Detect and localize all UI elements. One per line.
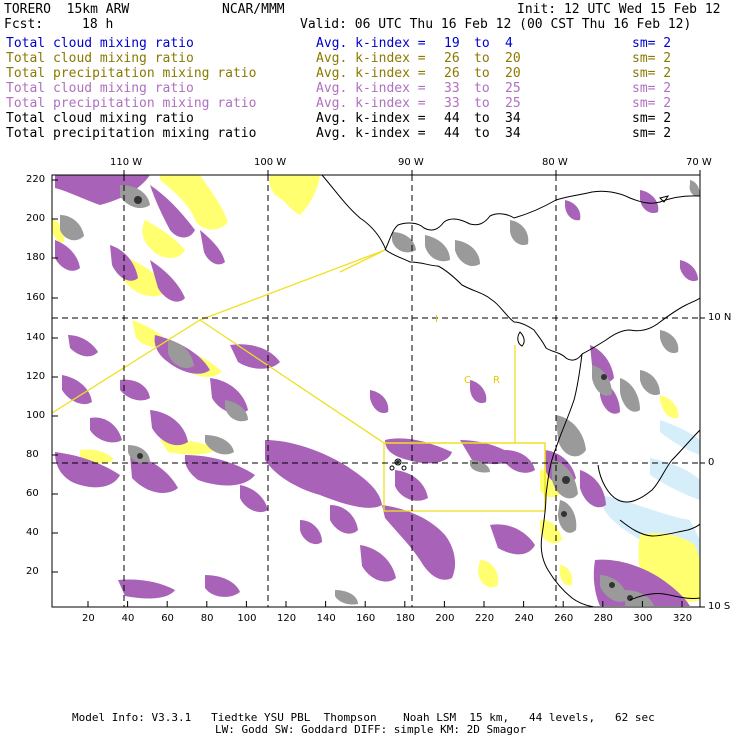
bottom-grid-label: 240 bbox=[514, 613, 534, 624]
legend-field: Total cloud mixing ratio bbox=[6, 81, 194, 96]
axis-tick-marks bbox=[52, 170, 705, 608]
legend-index-label: Avg. k-index = bbox=[316, 66, 426, 81]
left-grid-label: 160 bbox=[26, 292, 46, 303]
legend-from: 26 bbox=[444, 66, 460, 81]
legend-to: 25 bbox=[505, 96, 521, 111]
bottom-grid-label: 220 bbox=[475, 613, 495, 624]
legend-to: 20 bbox=[505, 51, 521, 66]
top-lon-label: 70 W bbox=[686, 157, 712, 168]
bottom-grid-label: 100 bbox=[237, 613, 257, 624]
legend-to-word: to bbox=[474, 81, 490, 96]
map-label-r: R bbox=[493, 375, 500, 386]
legend-smoothing: sm= 2 bbox=[632, 126, 672, 141]
valid-time: Valid: 06 UTC Thu 16 Feb 12 (00 CST Thu … bbox=[300, 17, 692, 32]
center-name: NCAR/MMM bbox=[222, 2, 285, 17]
legend-smoothing: sm= 2 bbox=[632, 81, 672, 96]
bottom-grid-label: 80 bbox=[200, 613, 214, 624]
legend-smoothing: sm= 2 bbox=[632, 66, 672, 81]
right-lat-label: 10 N bbox=[708, 312, 732, 323]
top-lon-label: 110 W bbox=[110, 157, 143, 168]
legend-to-word: to bbox=[474, 66, 490, 81]
left-grid-label: 20 bbox=[26, 566, 39, 577]
legend-smoothing: sm= 2 bbox=[632, 51, 672, 66]
model-title: TORERO 15km ARW bbox=[4, 2, 130, 17]
legend-to: 25 bbox=[505, 81, 521, 96]
bottom-grid-label: 20 bbox=[82, 613, 95, 624]
bottom-grid-label: 320 bbox=[673, 613, 693, 624]
left-grid-label: 180 bbox=[26, 252, 46, 263]
bottom-grid-label: 280 bbox=[593, 613, 613, 624]
left-grid-label: 140 bbox=[26, 332, 46, 343]
legend-smoothing: sm= 2 bbox=[632, 96, 672, 111]
legend-index-label: Avg. k-index = bbox=[316, 51, 426, 66]
legend-index-label: Avg. k-index = bbox=[316, 36, 426, 51]
left-grid-label: 80 bbox=[26, 449, 39, 460]
bottom-grid-label: 180 bbox=[395, 613, 415, 624]
right-lat-label: 0 bbox=[708, 457, 715, 468]
legend-to-word: to bbox=[474, 111, 490, 126]
left-grid-label: 120 bbox=[26, 371, 46, 382]
bottom-grid-label: 140 bbox=[316, 613, 336, 624]
bottom-grid-label: 120 bbox=[277, 613, 297, 624]
map-label-c: C bbox=[464, 375, 471, 386]
top-lon-label: 80 W bbox=[542, 157, 568, 168]
graticule bbox=[52, 175, 700, 607]
legend-to-word: to bbox=[474, 51, 490, 66]
model-info: Model Info: V3.3.1 Tiedtke YSU PBL Thomp… bbox=[72, 711, 655, 724]
map-frame bbox=[51, 174, 701, 608]
legend-index-label: Avg. k-index = bbox=[316, 111, 426, 126]
legend-to-word: to bbox=[474, 126, 490, 141]
legend-field: Total precipitation mixing ratio bbox=[6, 66, 257, 81]
bottom-grid-label: 200 bbox=[435, 613, 455, 624]
map-label-i: I bbox=[435, 314, 438, 325]
legend-to-word: to bbox=[474, 36, 490, 51]
legend-field: Total precipitation mixing ratio bbox=[6, 96, 257, 111]
legend-field: Total cloud mixing ratio bbox=[6, 36, 194, 51]
bottom-grid-label: 60 bbox=[161, 613, 174, 624]
model-physics: LW: Godd SW: Goddard DIFF: simple KM: 2D… bbox=[215, 723, 527, 736]
left-grid-label: 60 bbox=[26, 488, 39, 499]
bottom-grid-label: 260 bbox=[554, 613, 574, 624]
legend-field: Total precipitation mixing ratio bbox=[6, 126, 257, 141]
bottom-grid-label: 160 bbox=[356, 613, 376, 624]
legend-index-label: Avg. k-index = bbox=[316, 96, 426, 111]
left-grid-label: 100 bbox=[26, 410, 46, 421]
top-lon-label: 90 W bbox=[398, 157, 424, 168]
bottom-grid-label: 300 bbox=[633, 613, 653, 624]
legend-from: 44 bbox=[444, 126, 460, 141]
legend-from: 33 bbox=[444, 96, 460, 111]
forecast-hour: 18 h bbox=[82, 17, 114, 32]
legend-to: 20 bbox=[505, 66, 521, 81]
right-lat-label: 10 S bbox=[708, 601, 731, 612]
gray-cloud-shading bbox=[60, 180, 700, 606]
left-grid-label: 220 bbox=[26, 174, 46, 185]
legend-from: 44 bbox=[444, 111, 460, 126]
legend-to: 34 bbox=[505, 126, 521, 141]
forecast-label: Fcst: bbox=[4, 17, 44, 32]
legend-smoothing: sm= 2 bbox=[632, 36, 672, 51]
init-time: Init: 12 UTC Wed 15 Feb 12 bbox=[517, 2, 721, 17]
bottom-grid-label: 40 bbox=[121, 613, 135, 624]
legend-from: 33 bbox=[444, 81, 460, 96]
legend-field: Total cloud mixing ratio bbox=[6, 51, 194, 66]
nested-domain-outlines bbox=[52, 249, 546, 512]
legend-to: 34 bbox=[505, 111, 521, 126]
legend-to: 4 bbox=[505, 36, 513, 51]
legend-from: 26 bbox=[444, 51, 460, 66]
legend-smoothing: sm= 2 bbox=[632, 111, 672, 126]
legend-index-label: Avg. k-index = bbox=[316, 126, 426, 141]
coastlines bbox=[321, 175, 700, 607]
legend-from: 19 bbox=[444, 36, 460, 51]
left-grid-label: 40 bbox=[26, 527, 39, 538]
top-lon-label: 100 W bbox=[254, 157, 287, 168]
legend-index-label: Avg. k-index = bbox=[316, 81, 426, 96]
left-grid-label: 200 bbox=[26, 213, 46, 224]
dark-gray-cloud-cores bbox=[134, 196, 633, 601]
legend-field: Total cloud mixing ratio bbox=[6, 111, 194, 126]
legend-to-word: to bbox=[474, 96, 490, 111]
